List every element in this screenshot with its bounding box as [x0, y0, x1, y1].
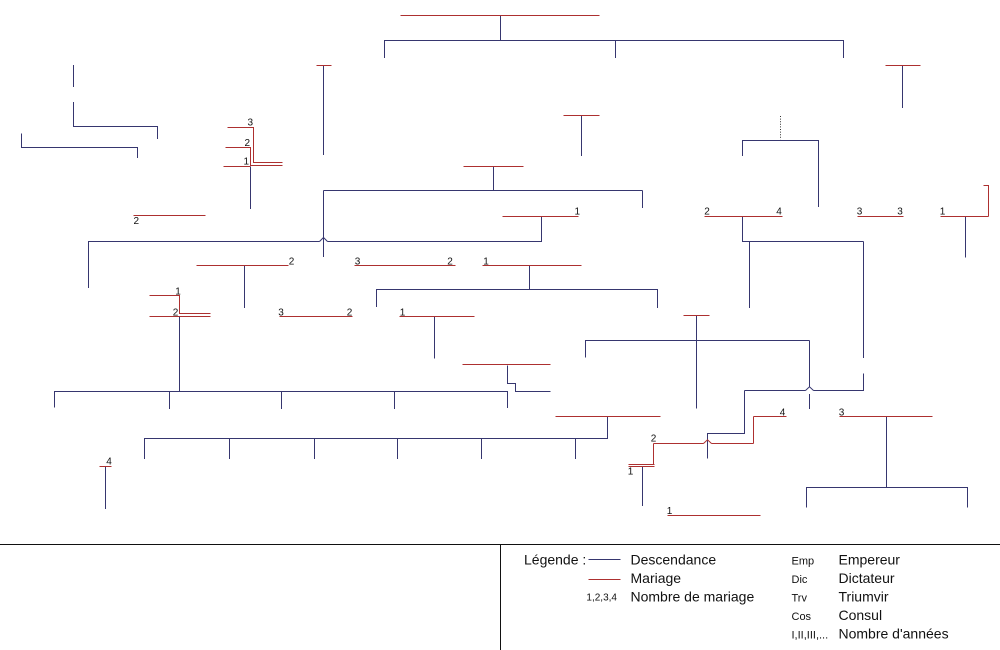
svg-text:Nombre d'années: Nombre d'années — [839, 626, 949, 642]
svg-text:2: 2 — [651, 434, 657, 445]
svg-text:2: 2 — [447, 257, 453, 268]
svg-text:1: 1 — [667, 506, 673, 517]
svg-text:Triumvir: Triumvir — [839, 589, 889, 605]
svg-text:Consul: Consul — [839, 607, 883, 623]
svg-text:1: 1 — [175, 287, 181, 298]
svg-text:3: 3 — [857, 207, 863, 218]
svg-text:3: 3 — [278, 308, 284, 319]
svg-text:I,II,III,...: I,II,III,... — [792, 630, 829, 642]
svg-text:Dic: Dic — [792, 574, 808, 586]
svg-text:Cos: Cos — [792, 611, 812, 623]
svg-text:3: 3 — [839, 408, 845, 419]
svg-text:3: 3 — [355, 257, 361, 268]
svg-text:3: 3 — [247, 118, 253, 129]
svg-text:1: 1 — [574, 207, 580, 218]
svg-text:Légende :: Légende : — [524, 552, 586, 568]
svg-text:1,2,3,4: 1,2,3,4 — [586, 593, 617, 604]
svg-text:3: 3 — [897, 207, 903, 218]
svg-text:1: 1 — [243, 157, 249, 168]
svg-text:Dictateur: Dictateur — [839, 570, 895, 586]
svg-text:Descendance: Descendance — [631, 552, 717, 568]
svg-text:2: 2 — [289, 257, 295, 268]
svg-text:Trv: Trv — [792, 593, 808, 605]
svg-text:1: 1 — [400, 308, 406, 319]
svg-text:1: 1 — [483, 257, 489, 268]
svg-text:Emp: Emp — [792, 556, 815, 568]
svg-text:Nombre de mariage: Nombre de mariage — [631, 589, 755, 605]
svg-text:2: 2 — [244, 138, 250, 149]
svg-text:2: 2 — [134, 216, 140, 227]
svg-text:2: 2 — [704, 207, 710, 218]
svg-text:4: 4 — [106, 457, 112, 468]
svg-text:1: 1 — [628, 467, 634, 478]
svg-text:2: 2 — [173, 308, 179, 319]
svg-text:Mariage: Mariage — [631, 570, 682, 586]
svg-text:Empereur: Empereur — [839, 552, 901, 568]
svg-text:4: 4 — [780, 408, 786, 419]
svg-text:2: 2 — [347, 308, 353, 319]
svg-text:1: 1 — [940, 207, 946, 218]
svg-text:4: 4 — [776, 207, 782, 218]
